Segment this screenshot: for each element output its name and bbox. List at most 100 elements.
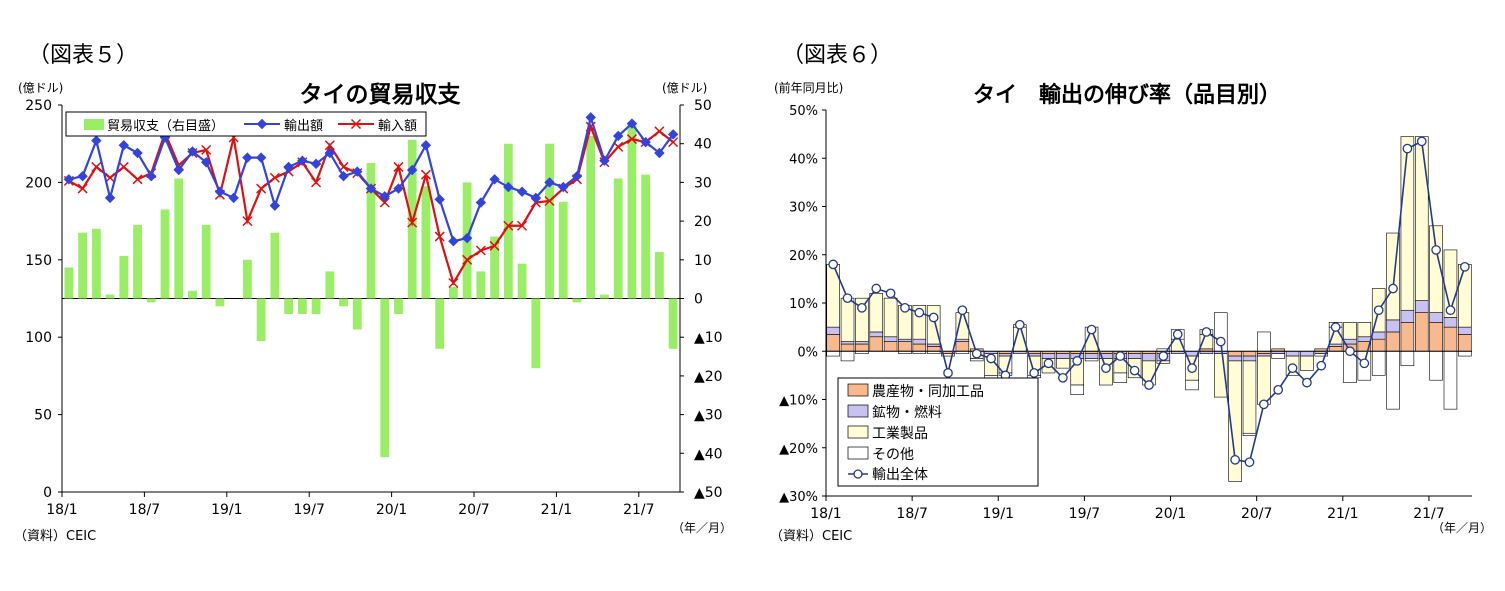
export-growth-chart: （図表６） タイ 輸出の伸び率（品目別） (前年同月比) ▲30% ▲20% ▲10% 0%… [770, 43, 1492, 544]
imports-point [242, 216, 253, 227]
balance-bar [160, 209, 170, 299]
x-tick-label: 21/7 [623, 502, 654, 518]
mineral-bar [1242, 355, 1257, 362]
exports-point [91, 135, 102, 146]
industrial-bar [1156, 360, 1171, 364]
exports-point [63, 174, 75, 185]
right-tick-label: 30 [694, 175, 712, 191]
total-point [986, 353, 996, 364]
balance-bar [668, 298, 678, 349]
exports-point [667, 129, 679, 140]
other-bar [1429, 350, 1443, 381]
exports-point [283, 161, 294, 173]
imports-point [503, 220, 514, 231]
industrial-bar [1056, 358, 1070, 369]
balance-bar [119, 255, 129, 299]
total-point [928, 312, 939, 323]
mineral-bar [1414, 300, 1429, 313]
agri-bar [898, 341, 912, 352]
total-point [1316, 360, 1327, 371]
imports-point [77, 183, 88, 194]
mineral-bar [1386, 319, 1400, 333]
legend-box [837, 377, 1039, 487]
y-tick-label: ▲10% [779, 394, 818, 409]
total-point [1302, 377, 1312, 388]
imports-point [132, 174, 143, 185]
exports-point [585, 112, 596, 123]
exports-point [242, 152, 253, 163]
x-tick-label: 21/7 [1413, 506, 1444, 522]
mineral-bar [1127, 353, 1142, 359]
x-tick-label: 20/1 [1155, 506, 1186, 522]
total-point [1043, 358, 1054, 369]
mineral-bar [898, 338, 912, 342]
exports-point [530, 192, 542, 204]
imports-point [91, 161, 102, 172]
legend-marker-exports [256, 118, 268, 130]
agri-bar [926, 346, 941, 352]
balance-bar [188, 290, 197, 299]
balance-bar [421, 186, 431, 299]
mineral-bar [1458, 326, 1472, 335]
other-bar [1084, 358, 1099, 362]
legend-label-industrial: 工業製品 [872, 426, 928, 442]
mineral-bar [855, 341, 869, 345]
balance-bar [270, 232, 280, 299]
agri-bar [1414, 312, 1429, 352]
other-bar [826, 350, 840, 357]
imports-point [434, 231, 445, 242]
x-tick-label: 18/1 [46, 502, 77, 518]
y-tick-label: 20% [789, 249, 818, 264]
total-point [1345, 346, 1355, 357]
total-point [1359, 358, 1370, 369]
industrial-bar [1257, 355, 1271, 405]
balance-bar [531, 298, 541, 369]
agri-bar [1242, 350, 1257, 357]
agri-bar [1400, 321, 1415, 352]
exports-point [544, 177, 555, 188]
exports-point [654, 147, 665, 159]
imports-point [489, 240, 500, 251]
y-tick-label: 0% [797, 345, 818, 360]
agri-bar [1458, 334, 1472, 352]
exports-point [503, 181, 514, 193]
legend-marker-total [853, 469, 863, 479]
total-point [1072, 356, 1083, 366]
imports-point [201, 144, 212, 155]
right-tick-label: 40 [694, 137, 712, 153]
total-point [1101, 363, 1111, 373]
agri-bar [1429, 321, 1443, 352]
balance-bar [545, 143, 554, 299]
legend-label-exports: 輸出額 [284, 119, 323, 134]
exports-point [214, 186, 226, 197]
mineral-bar [1257, 353, 1271, 357]
mineral-bar [955, 338, 970, 342]
exports-point [558, 181, 569, 193]
legend-label-other: その他 [872, 447, 914, 463]
total-point [1388, 283, 1398, 294]
industrial-bar [926, 305, 941, 345]
exports-point [200, 157, 212, 168]
legend: 貿易収支（右目盛） 輸出額 輸入額 [65, 111, 427, 137]
total-point [943, 368, 953, 378]
industrial-bar [1357, 321, 1372, 338]
mineral-bar [1285, 350, 1300, 357]
other-bar [1271, 353, 1285, 359]
agri-bar [912, 343, 927, 352]
balance-bar [325, 271, 335, 299]
exports-point [338, 171, 349, 182]
right-tick-label: ▲20 [694, 369, 723, 385]
mineral-bar [883, 336, 898, 342]
total-point [1215, 336, 1226, 347]
total-point [1330, 322, 1341, 332]
total-point [1144, 380, 1154, 390]
mineral-bar [912, 338, 927, 345]
exports-point [461, 232, 473, 244]
total-point [1445, 305, 1456, 316]
exports-point [626, 118, 638, 129]
agri-bar [1386, 331, 1400, 352]
balance-bar [256, 298, 266, 342]
right-tick-label: ▲30 [694, 408, 723, 424]
